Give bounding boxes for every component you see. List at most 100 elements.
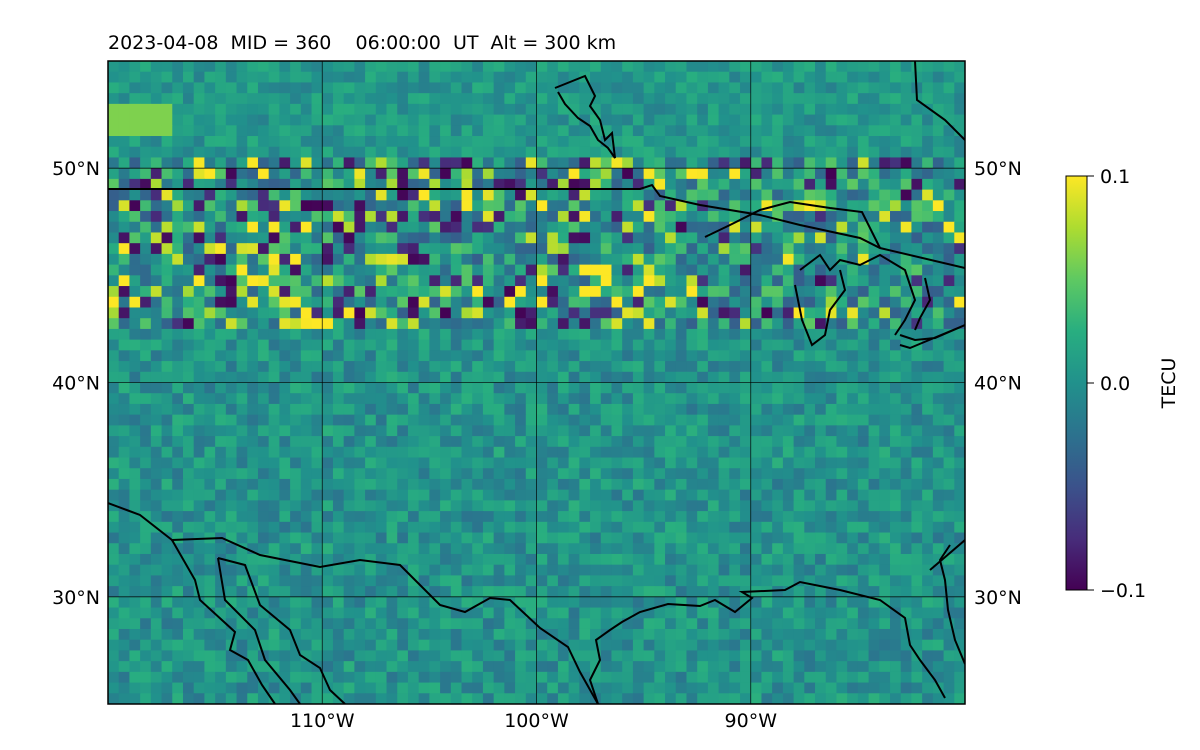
tec-cell xyxy=(547,253,559,266)
tec-cell xyxy=(247,393,259,405)
tec-cell xyxy=(890,532,902,544)
tec-cell xyxy=(922,93,934,105)
tec-cell xyxy=(740,446,752,459)
tec-cell xyxy=(108,221,120,234)
tec-cell xyxy=(257,693,270,704)
tec-cell xyxy=(290,189,302,201)
tec-cell xyxy=(804,661,816,673)
tec-cell xyxy=(375,157,388,169)
tec-cell xyxy=(322,71,334,84)
tec-cell xyxy=(440,146,452,159)
tec-cell xyxy=(472,189,484,201)
tec-cell xyxy=(386,296,398,309)
tec-cell xyxy=(268,693,280,704)
tec-cell xyxy=(118,564,131,576)
tec-cell xyxy=(761,553,773,566)
tec-cell xyxy=(225,543,238,555)
tec-cell xyxy=(890,661,902,673)
tec-cell xyxy=(257,618,270,630)
tec-cell xyxy=(622,553,634,566)
tec-cell xyxy=(654,232,666,244)
tec-cell xyxy=(311,414,323,426)
tec-cell xyxy=(632,425,645,437)
tec-cell xyxy=(236,82,248,94)
tec-cell xyxy=(900,93,913,105)
tec-cell xyxy=(718,211,730,223)
tec-cell xyxy=(493,178,505,191)
tec-cell xyxy=(868,146,880,159)
tec-cell xyxy=(665,511,677,523)
tec-cell xyxy=(836,532,848,544)
tec-cell xyxy=(461,71,473,84)
tec-cell xyxy=(707,457,720,469)
tec-cell xyxy=(172,307,184,319)
tec-cell xyxy=(536,607,548,619)
tec-cell xyxy=(729,61,741,73)
tec-cell xyxy=(740,553,752,566)
tec-cell xyxy=(429,618,441,630)
tec-cell xyxy=(665,350,677,362)
tec-cell xyxy=(772,521,784,534)
tec-cell xyxy=(236,436,248,448)
tec-cell xyxy=(515,82,527,94)
tec-cell xyxy=(172,468,184,480)
tec-cell xyxy=(140,361,152,373)
tec-cell xyxy=(354,436,366,448)
tec-cell xyxy=(429,296,441,309)
tec-cell xyxy=(150,328,163,341)
tec-cell xyxy=(665,371,677,384)
tec-cell xyxy=(129,457,141,469)
tec-cell xyxy=(890,221,902,234)
tec-cell xyxy=(536,478,548,491)
tec-cell xyxy=(740,468,752,480)
tec-cell xyxy=(440,511,452,523)
tec-cell xyxy=(707,478,720,491)
tec-cell xyxy=(140,446,152,459)
tec-cell xyxy=(932,136,945,148)
tec-cell xyxy=(836,93,848,105)
tec-cell xyxy=(450,61,463,73)
tec-cell xyxy=(482,178,495,191)
tec-cell xyxy=(429,682,441,694)
tec-cell xyxy=(257,146,270,159)
tec-cell xyxy=(900,318,913,330)
tec-cell xyxy=(375,639,388,652)
tec-cell xyxy=(268,596,280,609)
tec-cell xyxy=(729,200,741,212)
tec-cell xyxy=(729,82,741,94)
tec-cell xyxy=(504,296,516,309)
tec-cell xyxy=(793,125,805,137)
tec-cell xyxy=(108,189,120,201)
tec-cell xyxy=(354,82,366,94)
tec-cell xyxy=(686,586,698,598)
tec-cell xyxy=(343,661,355,673)
tec-cell xyxy=(225,103,238,116)
tec-cell xyxy=(461,586,473,598)
tec-cell xyxy=(911,178,923,191)
tec-cell xyxy=(182,146,195,159)
tec-cell xyxy=(622,103,634,116)
tec-cell xyxy=(665,125,677,137)
tec-cell xyxy=(847,628,859,641)
tec-cell xyxy=(525,564,538,576)
tec-cell xyxy=(461,693,473,704)
tec-cell xyxy=(718,661,730,673)
tec-cell xyxy=(815,307,827,319)
tec-cell xyxy=(740,275,752,287)
tec-cell xyxy=(461,339,473,351)
tec-cell xyxy=(804,307,816,319)
tec-cell xyxy=(890,125,902,137)
tec-cell xyxy=(782,682,795,694)
tec-cell xyxy=(450,200,463,212)
tec-cell xyxy=(675,650,688,662)
tec-cell xyxy=(568,307,580,319)
tec-cell xyxy=(579,82,591,94)
tec-cell xyxy=(236,232,248,244)
tec-cell xyxy=(836,286,848,298)
tec-cell xyxy=(954,425,965,437)
tec-cell xyxy=(300,61,313,73)
tec-cell xyxy=(247,286,259,298)
tec-cell xyxy=(654,264,666,276)
tec-cell xyxy=(407,521,420,534)
tec-cell xyxy=(354,382,366,394)
